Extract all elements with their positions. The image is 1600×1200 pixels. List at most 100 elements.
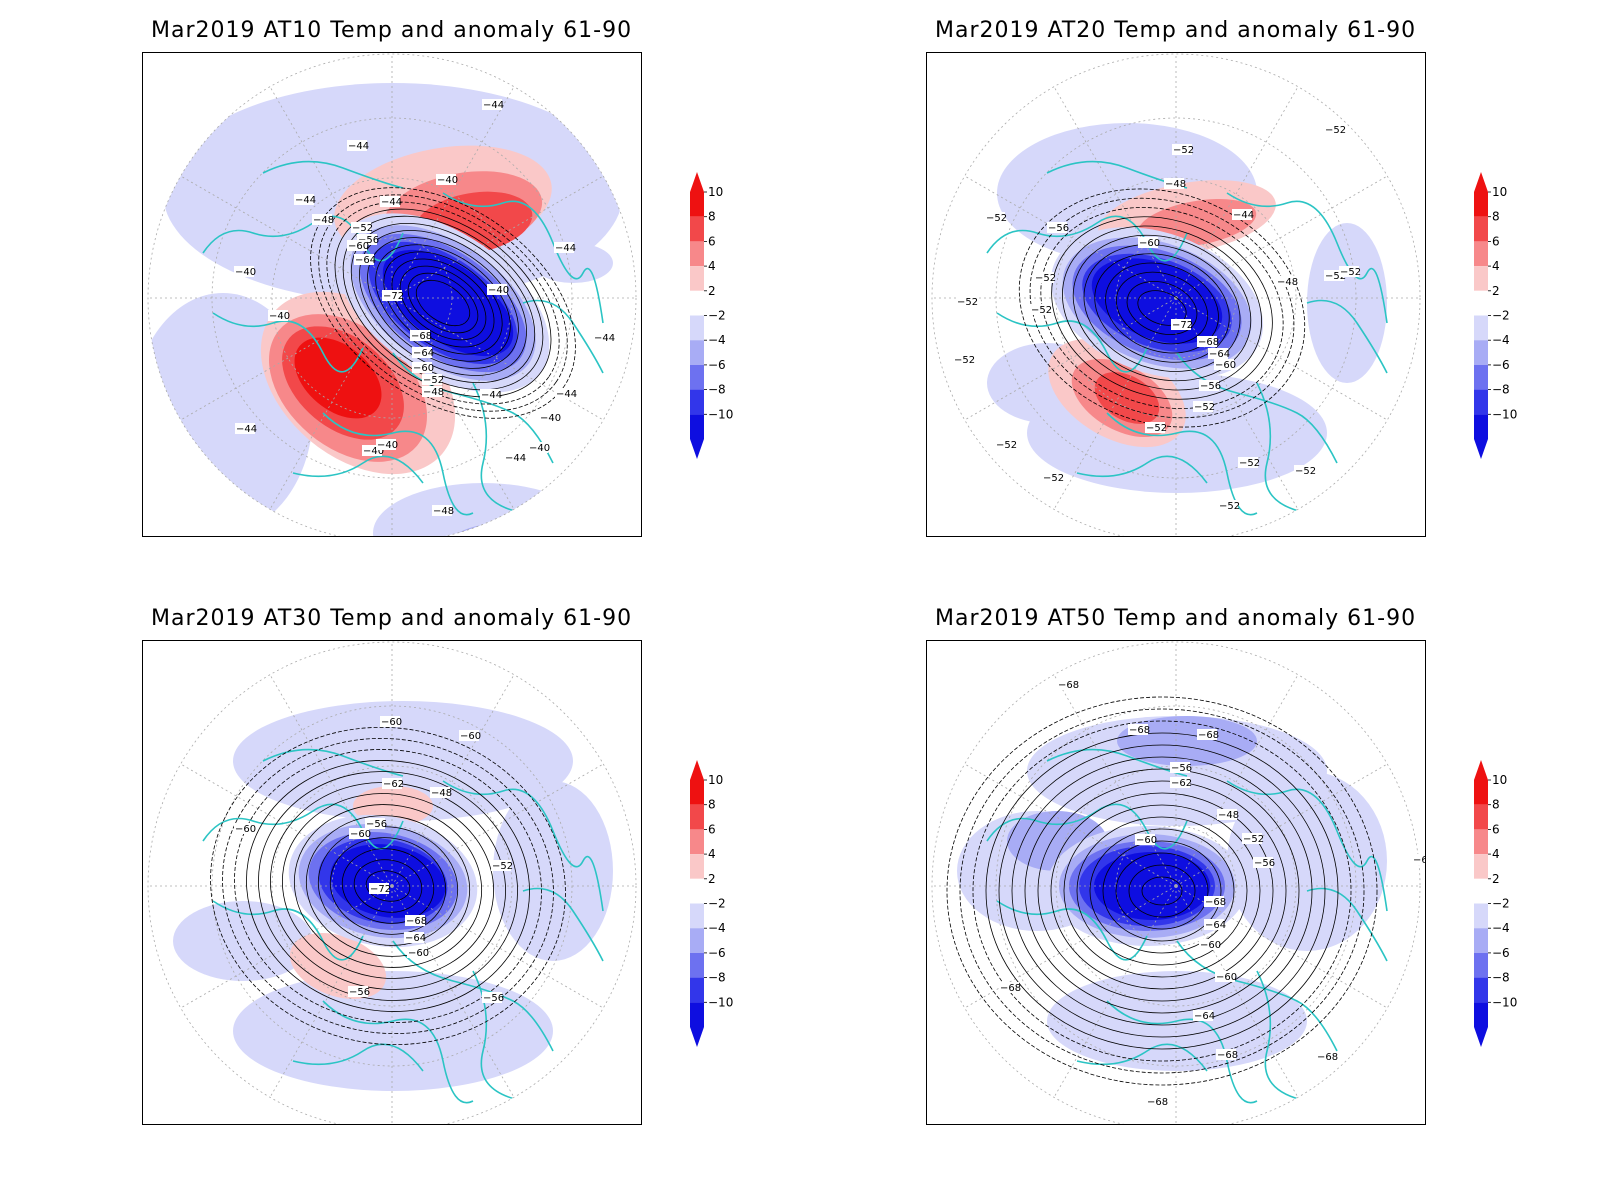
colorbar-label: 8 [708,798,716,812]
contour-label: −56 [349,987,370,998]
colorbar-segment [1474,977,1488,1003]
contour-label-bg [362,445,382,456]
temperature-contour [222,737,554,1035]
coastline [1306,299,1388,374]
contour-label: −60 [235,824,256,835]
meridian-line [269,297,393,510]
contour-label: −60 [348,241,369,252]
colorbar-label: −10 [1492,407,1517,421]
contour-label: −68 [1058,680,1079,691]
colorbar-label: −10 [708,995,733,1009]
contour-label-bg [1030,304,1050,315]
temperature-contour [1105,262,1219,354]
meridian-line [269,674,393,887]
colorbar-label: −2 [708,897,726,911]
map-field [148,642,636,1124]
contour-label-bg [1164,178,1184,189]
colorbar-label: −10 [708,407,733,421]
contour-label: −64 [355,255,376,266]
polar-map-at10: −44 −44 −44 −44 −40 −44 −48 −52 −56 −60 −64 −72 −40−… [142,52,642,537]
contour-label-bg [1324,124,1344,135]
contour-label: −48 [313,215,334,226]
meridian-line [180,297,393,421]
contour-label-bg [382,778,402,789]
contour-label: −40 [529,443,550,454]
contour-label: −44 [236,424,257,435]
contour-label-bg [1199,939,1219,950]
polar-map-at30: −60 −60 −62 −48 −60 −56 −60 −52 −72 −68 −64 −60 −56−… [142,640,642,1125]
polar-map-at50: −68 −68 −68 −56 −62 −48 −52 −60 −56 −68 −64 −60 −60 −… [926,640,1426,1125]
map-field [932,642,1420,1124]
contour-label-bg [376,439,396,450]
coastline [322,412,474,516]
temperature-contour [1102,840,1222,942]
contour-label-bg [1172,144,1192,155]
contour-label: −44 [1233,210,1254,221]
colorbar-arrow-bottom [690,439,704,459]
colorbar-segment [690,780,704,805]
contour-label: −56 [1048,223,1069,234]
contour-label-bg [1204,919,1224,930]
contour-label: −44 [483,100,504,111]
temperature-contour [959,708,1365,1074]
coastline [1106,412,1258,516]
contour-label: −64 [413,348,434,359]
polar-map-at20: −52 −52 −52 −48 −44 −56 −60 −52 −52 −52 −52 −52 −48−… [926,52,1426,537]
coastline [1256,382,1308,514]
temperature-contour [1040,207,1284,409]
contour-label-bg [1316,1051,1336,1062]
meridian-line [964,175,1177,299]
contour-label: −72 [1172,320,1193,331]
coastline [292,455,424,484]
anomaly-shading [1094,852,1210,920]
colorbar-segment [1474,364,1488,390]
colorbar-segment [1474,854,1488,879]
coastline [392,940,554,1052]
colorbar-segment [1474,241,1488,267]
colorbar-segment [690,928,704,953]
contour-label: −60 [413,363,434,374]
temperature-contour [234,749,542,1023]
temperature-contour [1062,225,1262,391]
colorbar-segment [1474,315,1488,341]
colorbar-segment [690,266,704,291]
contour-label-bg [235,423,255,434]
meridian-line [391,885,604,1009]
map-edge [931,641,1421,1124]
map-edge [147,641,637,1124]
contour-label-bg [1042,472,1062,483]
contour-label-bg [480,389,500,400]
contour-label-bg [1193,401,1213,412]
contour-label-bg [407,947,427,958]
colorbar-arrow-bottom [1474,1027,1488,1047]
coastline [262,160,404,189]
contour-label: −52 [1325,271,1346,282]
contour-label: −52 [1035,273,1056,284]
contour-label: −68 [1217,1050,1238,1061]
contour-label: −68 [1413,855,1425,866]
temperature-contour [317,826,459,946]
temperature-contour [1011,756,1313,1026]
colorbar-segment [1474,290,1488,316]
colorbar-segment [1474,192,1488,217]
colorbar-segment [690,192,704,217]
anomaly-shading [533,243,613,283]
meridian-line [180,175,393,299]
meridian-line [964,885,1177,1009]
contour-label-bg [380,716,400,727]
contour-label-bg [1215,971,1235,982]
temperature-contour [1029,197,1295,419]
temperature-contour [1072,234,1252,382]
contour-label-bg [482,99,502,110]
colorbar-segment [690,340,704,365]
contour-label: −52 [957,297,978,308]
colorbar-label: −6 [708,946,726,960]
colorbar-segment [690,878,704,904]
contour-label-bg [1217,809,1237,820]
temperature-contour [1137,290,1187,326]
contour-label-bg [1339,266,1359,277]
temperature-contour [1128,864,1196,918]
contour-label: −52 [352,223,373,234]
meridian-line [269,885,393,1098]
contour-label-bg [985,212,1005,223]
